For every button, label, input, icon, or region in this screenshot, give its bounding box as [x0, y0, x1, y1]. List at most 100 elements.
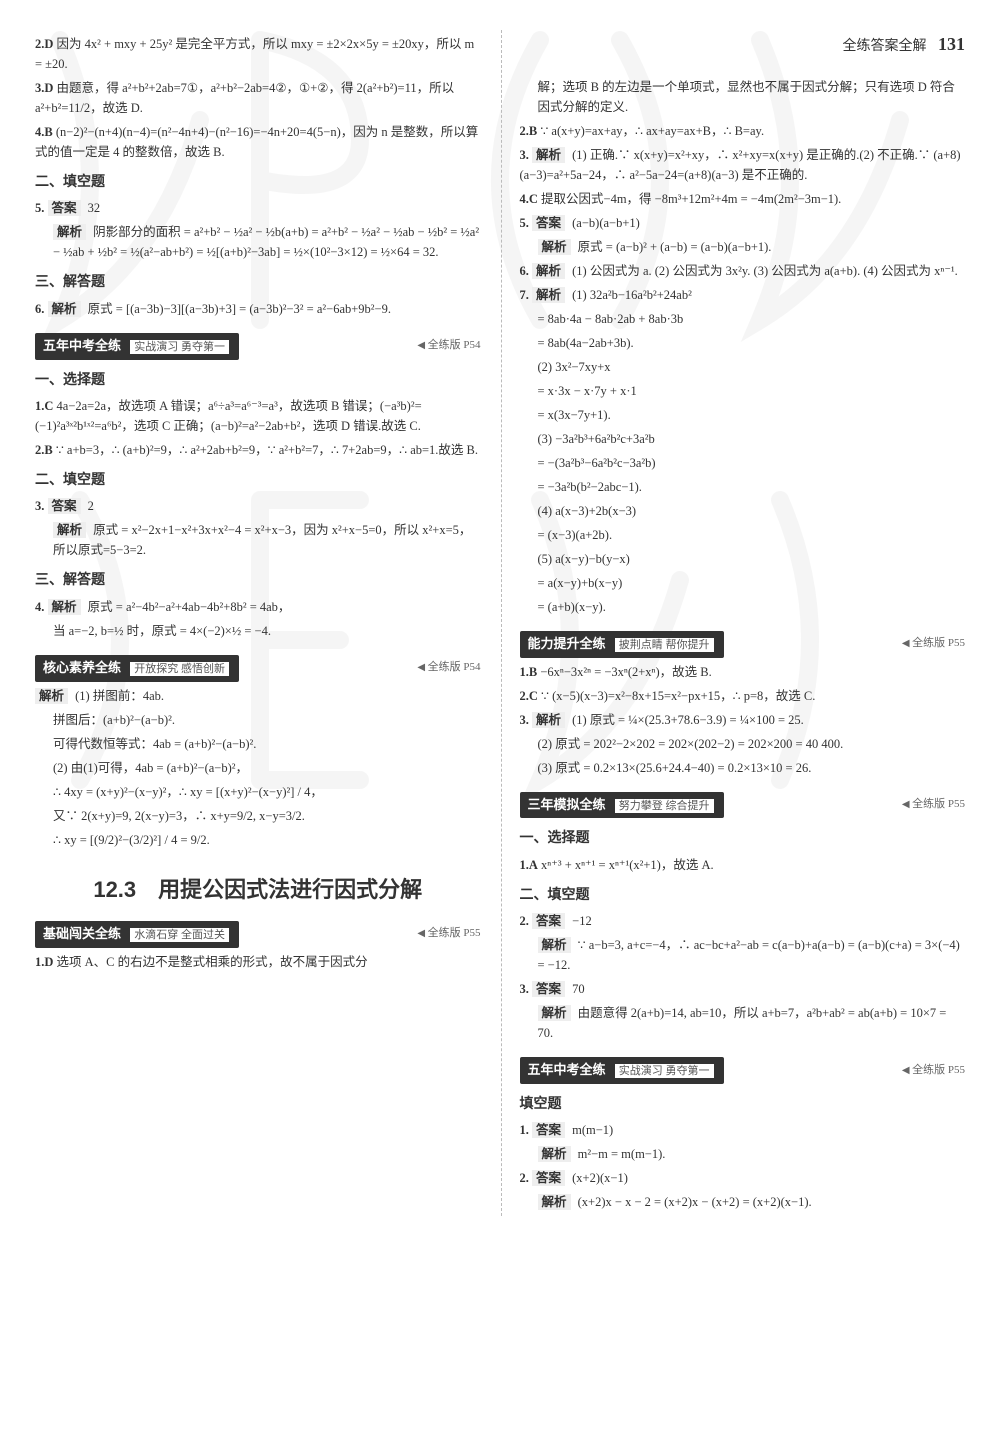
item-num: 3.D — [35, 81, 53, 95]
r7-line: = −(3a²b³−6a²b²c−3a²b) — [520, 453, 966, 473]
fill-heading: 二、填空题 — [35, 172, 481, 194]
item-text: 提取公因式−4m，得 −8m³+12m²+4m = −4m(2m²−3m−1). — [541, 192, 841, 206]
r7-line: (5) a(x−y)−b(y−x) — [520, 549, 966, 569]
banner-sub: 水滴石穿 全面过关 — [130, 928, 229, 942]
core-line: ∴ 4xy = (x+y)²−(x−y)²，∴ xy = [(x+y)²−(x−… — [35, 782, 481, 802]
item-num: 4. — [35, 600, 44, 614]
banner-sub: 开放探究 感悟创新 — [130, 662, 229, 676]
item-text: 选项 A、C 的右边不是整式相乘的形式，故不属于因式分 — [57, 955, 368, 969]
banner-main: 基础闯关全练 — [43, 926, 121, 941]
item-num: 6. — [520, 264, 529, 278]
answer-label: 答案 — [532, 215, 565, 231]
r7-line: (1) 32a²b−16a²b²+24ab² — [572, 288, 692, 302]
banner-main: 能力提升全练 — [528, 636, 606, 651]
p-2c: 2.C ∵ (x−5)(x−3)=x²−8x+15=x²−px+15，∴ p=8… — [520, 686, 966, 706]
r7-line: = −3a²b(b²−2abc−1). — [520, 477, 966, 497]
r7-line: = (a+b)(x−y). — [520, 597, 966, 617]
section-banner-power: 能力提升全练 披荆点睛 帮你提升 — [520, 631, 724, 658]
page-ref: 全练版 P55 — [902, 1062, 965, 1080]
answer-value: m(m−1) — [572, 1123, 613, 1137]
item-num: 2. — [520, 1171, 529, 1185]
r7-line: (2) 3x²−7xy+x — [520, 357, 966, 377]
analysis-label: 解析 — [538, 1005, 571, 1021]
item-num: 3. — [35, 499, 44, 513]
analysis-label: 解析 — [53, 522, 86, 538]
item-num: 5. — [520, 216, 529, 230]
answer-label: 答案 — [532, 1170, 565, 1186]
banner-main: 五年中考全练 — [43, 338, 121, 353]
item-text: (n−2)²−(n+4)(n−4)=(n²−4n+4)−(n²−16)=−4n+… — [35, 125, 478, 159]
banner-sub: 努力攀登 综合提升 — [615, 799, 714, 813]
answer-label: 答案 — [48, 200, 81, 216]
answer-label: 答案 — [532, 1122, 565, 1138]
item-text: (1) 公因式为 a. (2) 公因式为 3x²y. (3) 公因式为 a(a+… — [572, 264, 958, 278]
item-num: 1.C — [35, 399, 53, 413]
answer-value: 70 — [572, 982, 585, 996]
banner-row-5yr-2: 五年中考全练 实战演习 勇夺第一 全练版 P55 — [520, 1057, 966, 1084]
p-3: 3. 解析 (1) 原式 = ¼×(25.3+78.6−3.9) = ¼×100… — [520, 710, 966, 730]
banner-sub: 实战演习 勇夺第一 — [130, 340, 229, 354]
section-banner-base: 基础闯关全练 水滴石穿 全面过关 — [35, 921, 239, 948]
section-banner-5yr-2: 五年中考全练 实战演习 勇夺第一 — [520, 1057, 724, 1084]
item-4b: 4.B (n−2)²−(n+4)(n−4)=(n²−4n+4)−(n²−16)=… — [35, 122, 481, 162]
banner-row-core: 核心素养全练 开放探究 感悟创新 全练版 P54 — [35, 655, 481, 682]
analysis-label: 解析 — [48, 301, 81, 317]
item-num: 7. — [520, 288, 529, 302]
analysis-label: 解析 — [35, 688, 68, 704]
item-num: 3. — [520, 982, 529, 996]
core-expl: 解析 (1) 拼图前：4ab. — [35, 686, 481, 706]
core-line: 又∵ 2(x+y)=9, 2(x−y)=3，∴ x+y=9/2, x−y=3/2… — [35, 806, 481, 826]
item-text: ∵ (x−5)(x−3)=x²−8x+15=x²−px+15，∴ p=8，故选 … — [541, 689, 815, 703]
core-line: (2) 由(1)可得，4ab = (a+b)²−(a−b)²， — [35, 758, 481, 778]
r-5: 5. 答案 (a−b)(a−b+1) — [520, 213, 966, 233]
answer-label: 答案 — [532, 981, 565, 997]
answer-label: 答案 — [48, 498, 81, 514]
page-ref: 全练版 P55 — [417, 925, 480, 943]
mc-heading: 一、选择题 — [35, 370, 481, 392]
answer-value: −12 — [572, 914, 592, 928]
m-3-expl: 解析 由题意得 2(a+b)=14, ab=10，所以 a+b=7，a²b+ab… — [520, 1003, 966, 1043]
m-2-expl: 解析 ∵ a−b=3, a+c=−4，∴ ac−bc+a²−ab = c(a−b… — [520, 935, 966, 975]
answer-label: 答案 — [532, 913, 565, 929]
r7-line: = 8ab(4a−2ab+3b). — [520, 333, 966, 353]
item-text: 由题意，得 a²+b²+2ab=7①，a²+b²−2ab=4②，①+②，得 2(… — [35, 81, 454, 115]
analysis-label: 解析 — [538, 239, 571, 255]
section-banner-5yr: 五年中考全练 实战演习 勇夺第一 — [35, 333, 239, 360]
e-2-expl: 解析 (x+2)x − x − 2 = (x+2)x − (x+2) = (x+… — [520, 1192, 966, 1212]
r7-line: = x(3x−7y+1). — [520, 405, 966, 425]
m-1a: 1.A xⁿ⁺³ + xⁿ⁺¹ = xⁿ⁺¹(x²+1)，故选 A. — [520, 855, 966, 875]
r7-line: = (x−3)(a+2b). — [520, 525, 966, 545]
banner-main: 核心素养全练 — [43, 660, 121, 675]
item-num: 2. — [520, 914, 529, 928]
left-column: 2.D 因为 4x² + mxy + 25y² 是完全平方式，所以 mxy = … — [35, 30, 481, 1216]
fill-3: 3. 答案 2 — [35, 496, 481, 516]
item-num: 1.A — [520, 858, 538, 872]
analysis-label: 解析 — [48, 599, 81, 615]
answer-value: (x+2)(x−1) — [572, 1171, 628, 1185]
item-num: 4.B — [35, 125, 53, 139]
page-ref: 全练版 P55 — [902, 635, 965, 653]
mc-2: 2.B ∵ a+b=3，∴ (a+b)²=9，∴ a²+2ab+b²=9，∵ a… — [35, 440, 481, 460]
solve-heading: 三、解答题 — [35, 272, 481, 294]
item-text: 因为 4x² + mxy + 25y² 是完全平方式，所以 mxy = ±2×2… — [35, 37, 474, 71]
item-num: 3. — [520, 713, 529, 727]
analysis-label: 解析 — [532, 287, 565, 303]
m-mc-heading: 一、选择题 — [520, 828, 966, 850]
analysis-text: 阴影部分的面积 = a²+b² − ½a² − ½b(a+b) = a²+b² … — [53, 225, 479, 259]
banner-row-3yr: 三年模拟全练 努力攀登 综合提升 全练版 P55 — [520, 792, 966, 819]
analysis-label: 解析 — [532, 263, 565, 279]
solve-6: 6. 解析 原式 = [(a−3b)−3][(a−3b)+3] = (a−3b)… — [35, 299, 481, 319]
r-5-expl: 解析 原式 = (a−b)² + (a−b) = (a−b)(a−b+1). — [520, 237, 966, 257]
item-num: 1.D — [35, 955, 53, 969]
r-7: 7. 解析 (1) 32a²b−16a²b²+24ab² — [520, 285, 966, 305]
answer-value: (a−b)(a−b+1) — [572, 216, 640, 230]
page-ref: 全练版 P54 — [417, 659, 480, 677]
item-num: 2.C — [520, 689, 538, 703]
banner-row-base: 基础闯关全练 水滴石穿 全面过关 全练版 P55 — [35, 921, 481, 948]
item-num: 2.D — [35, 37, 53, 51]
r7-line: (4) a(x−3)+2b(x−3) — [520, 501, 966, 521]
r7-line: = a(x−y)+b(x−y) — [520, 573, 966, 593]
solve-4-line2: 当 a=−2, b=½ 时，原式 = 4×(−2)×½ = −4. — [35, 621, 481, 641]
banner-main: 五年中考全练 — [528, 1062, 606, 1077]
analysis-text: 原式 = [(a−3b)−3][(a−3b)+3] = (a−3b)²−3² =… — [88, 302, 391, 316]
